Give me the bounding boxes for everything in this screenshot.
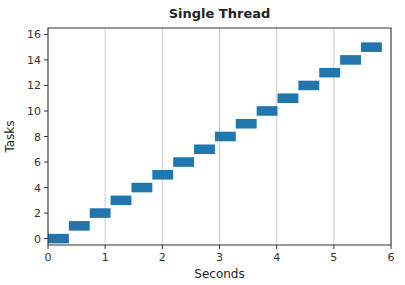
y-axis: 0 2 4 6 8 10 12 14 16 [27, 28, 48, 245]
y-tick [44, 136, 48, 137]
x-tick-label: 3 [216, 251, 223, 264]
x-tick [219, 245, 220, 249]
x-axis-label: Seconds [194, 267, 244, 281]
y-tick [44, 187, 48, 188]
y-tick-label: 0 [34, 233, 41, 246]
y-tick [44, 213, 48, 214]
task-bar [131, 183, 152, 193]
x-tick [333, 245, 334, 249]
x-tick-label: 0 [45, 251, 52, 264]
task-bar [278, 93, 299, 103]
task-bar [152, 170, 173, 180]
task-bar [48, 234, 69, 244]
task-bar [194, 144, 215, 154]
x-grid-line [276, 28, 277, 245]
y-tick [44, 59, 48, 60]
title: Single Thread [169, 6, 271, 21]
y-tick [44, 238, 48, 239]
y-tick-label: 4 [34, 182, 41, 195]
y-axis-label: Tasks [3, 120, 17, 153]
y-tick-label: 10 [27, 105, 41, 118]
y-tick-label: 8 [34, 131, 41, 144]
task-bar [111, 196, 132, 206]
x-tick [105, 245, 106, 249]
x-grid-line [333, 28, 334, 245]
x-tick [391, 245, 392, 249]
x-axis: 0 1 2 3 4 5 6 [45, 245, 395, 264]
y-tick [44, 110, 48, 111]
task-bar [298, 81, 319, 91]
bars [48, 42, 382, 243]
task-bar [361, 42, 382, 52]
task-bar [257, 106, 278, 116]
task-bar [173, 157, 194, 167]
x-tick-label: 6 [388, 251, 395, 264]
task-bar [69, 221, 90, 231]
plot-background [48, 28, 391, 245]
x-tick [162, 245, 163, 249]
y-tick-label: 2 [34, 207, 41, 220]
y-tick-label: 16 [27, 28, 41, 41]
grid [48, 28, 391, 245]
task-bar [236, 119, 257, 129]
x-tick-label: 1 [102, 251, 109, 264]
plot-frame [48, 28, 391, 245]
x-tick-label: 4 [273, 251, 280, 264]
chart: 01234560246810121416Single ThreadSeconds… [0, 0, 405, 285]
x-tick-label: 2 [159, 251, 166, 264]
x-tick [48, 245, 49, 249]
x-tick [276, 245, 277, 249]
task-bar [90, 208, 111, 218]
y-tick-label: 14 [27, 54, 41, 67]
task-bar [319, 68, 340, 78]
x-grid-line [162, 28, 163, 245]
y-tick [44, 162, 48, 163]
y-tick [44, 85, 48, 86]
y-tick-label: 12 [27, 79, 41, 92]
task-bar [340, 55, 361, 65]
task-bar [215, 132, 236, 142]
x-tick-label: 5 [330, 251, 337, 264]
y-tick-label: 6 [34, 156, 41, 169]
y-tick [44, 34, 48, 35]
